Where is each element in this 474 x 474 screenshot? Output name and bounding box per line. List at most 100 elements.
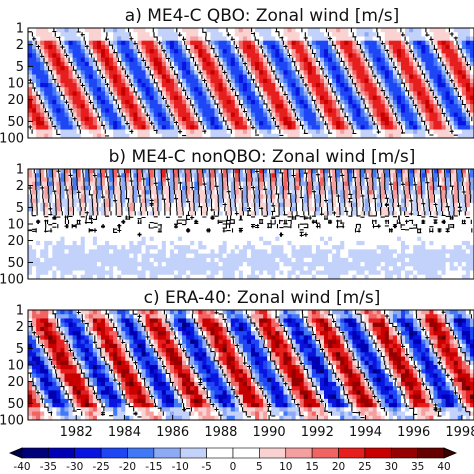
heatmap-cell (323, 36, 329, 42)
heatmap-cell (465, 224, 471, 229)
heatmap-cell (307, 87, 313, 92)
heatmap-cell (194, 87, 199, 92)
heatmap-cell (242, 215, 248, 221)
heatmap-cell (307, 108, 313, 114)
heatmap-cell (336, 245, 341, 250)
heatmap-cell (68, 211, 73, 216)
heatmap-cell (210, 70, 215, 75)
heatmap-cell (255, 108, 260, 114)
heatmap-cell (384, 78, 390, 84)
heatmap-cell (328, 232, 333, 238)
heatmap-cell (263, 245, 268, 250)
heatmap-cell (28, 70, 33, 75)
heatmap-cell (125, 224, 130, 229)
heatmap-cell (287, 70, 292, 75)
heatmap-cell (109, 249, 114, 255)
heatmap-cell (364, 129, 369, 135)
heatmap-cell (405, 87, 410, 92)
heatmap-cell (64, 129, 69, 135)
heatmap-cell (137, 202, 142, 208)
heatmap-cell (234, 173, 240, 178)
heatmap-cell (214, 104, 219, 109)
heatmap-cell (68, 133, 73, 139)
heatmap-cell (68, 228, 73, 233)
heatmap-cell (437, 190, 442, 195)
heatmap-cell (336, 133, 341, 139)
heatmap-cell (275, 185, 280, 191)
heatmap-cell (28, 224, 33, 229)
heatmap-cell (222, 91, 228, 97)
heatmap-cell (246, 125, 252, 130)
heatmap-cell (210, 61, 215, 67)
heatmap-cell (226, 70, 232, 75)
heatmap-cell (36, 104, 41, 109)
heatmap-cell (425, 99, 430, 105)
heatmap-cell (392, 211, 398, 216)
heatmap-cell (246, 104, 252, 109)
heatmap-cell (161, 44, 167, 50)
heatmap-cell (380, 133, 386, 139)
heatmap-cell (198, 66, 203, 71)
heatmap-cell (372, 121, 378, 126)
heatmap-cell (384, 194, 390, 200)
heatmap-cell (206, 129, 211, 135)
heatmap-cell (457, 78, 463, 84)
heatmap-cell (226, 40, 232, 46)
heatmap-cell (194, 74, 199, 80)
heatmap-cell (157, 185, 163, 191)
heatmap-cell (332, 66, 337, 71)
heatmap-cell (88, 83, 94, 88)
heatmap-cell (109, 78, 114, 84)
heatmap-cell (319, 211, 325, 216)
heatmap-cell (469, 185, 474, 191)
heatmap-cell (275, 173, 280, 178)
heatmap-cell (36, 181, 41, 187)
heatmap-cell (356, 28, 361, 33)
heatmap-cell (56, 181, 61, 187)
heatmap-cell (44, 95, 49, 101)
heatmap-cell (469, 190, 474, 195)
heatmap-cell (319, 61, 325, 67)
heatmap-cell (88, 240, 94, 246)
heatmap-cell (356, 83, 361, 88)
heatmap-cell (368, 91, 374, 97)
heatmap-cell (210, 53, 215, 59)
heatmap-cell (149, 245, 155, 250)
heatmap-cell (287, 198, 292, 204)
heatmap-cell (242, 36, 248, 42)
heatmap-cell (117, 44, 122, 50)
heatmap-cell (84, 185, 90, 191)
heatmap-cell (56, 133, 61, 139)
heatmap-cell (165, 49, 171, 54)
heatmap-cell (311, 224, 317, 229)
heatmap-cell (165, 91, 171, 97)
heatmap-cell (271, 133, 276, 139)
heatmap-cell (88, 44, 94, 50)
heatmap-cell (226, 36, 232, 42)
heatmap-cell (413, 32, 418, 37)
heatmap-cell (429, 121, 434, 126)
heatmap-cell (315, 211, 321, 216)
heatmap-cell (307, 236, 313, 242)
heatmap-cell (295, 32, 301, 37)
heatmap-cell (72, 181, 78, 187)
heatmap-cell (145, 116, 151, 122)
heatmap-cell (153, 121, 159, 126)
heatmap-cell (279, 211, 284, 216)
heatmap-cell (198, 133, 203, 139)
heatmap-cell (259, 228, 264, 233)
heatmap-cell (368, 32, 374, 37)
heatmap-cell (52, 99, 57, 105)
heatmap-cell (210, 66, 215, 71)
heatmap-cell (40, 249, 45, 255)
heatmap-cell (409, 57, 414, 63)
heatmap-cell (96, 87, 102, 92)
heatmap-cell (88, 181, 94, 187)
heatmap-cell (44, 57, 49, 63)
heatmap-cell (178, 228, 183, 233)
heatmap-cell (194, 207, 199, 212)
heatmap-cell (64, 95, 69, 101)
heatmap-cell (64, 104, 69, 109)
heatmap-cell (255, 194, 260, 200)
heatmap-cell (60, 190, 65, 195)
